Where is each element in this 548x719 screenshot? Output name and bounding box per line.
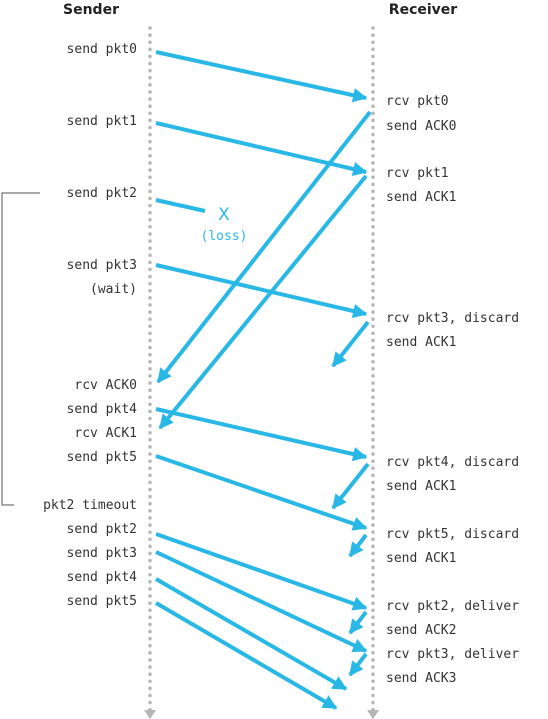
sender-label: (wait) <box>90 282 137 297</box>
sender-timeline-arrowhead <box>144 710 156 719</box>
pkt1-arrow <box>155 121 368 177</box>
receiver-label: send ACK3 <box>386 671 456 686</box>
sender-labels: send pkt0 send pkt1 send pkt2 send pkt3 … <box>43 42 137 609</box>
sender-label: send pkt4 <box>67 570 138 585</box>
receiver-label: rcv pkt0 <box>386 94 449 109</box>
sender-label: send pkt1 <box>67 114 137 129</box>
receiver-timeline-arrowhead <box>367 710 379 719</box>
pkt5-arrow <box>155 454 368 531</box>
receiver-label: send ACK1 <box>386 335 456 350</box>
sender-label: send pkt3 <box>67 546 137 561</box>
ack1-arrow <box>158 174 368 430</box>
receiver-label: send ACK2 <box>386 623 456 638</box>
receiver-header: Receiver <box>389 2 457 18</box>
dup-ack1-arrow-1 <box>331 320 370 368</box>
receiver-label: rcv pkt3, deliver <box>386 647 519 662</box>
sender-label: send pkt2 <box>67 186 137 201</box>
retx-pkt2-arrow <box>155 532 368 611</box>
ack0-arrow <box>156 110 372 384</box>
pkt3-arrow <box>155 263 368 319</box>
dup-ack1-arrow-3 <box>348 533 368 558</box>
sender-label: send pkt2 <box>67 522 137 537</box>
receiver-label: rcv pkt5, discard <box>386 527 519 542</box>
sender-label: send pkt3 <box>67 258 137 273</box>
receiver-labels: rcv pkt0 send ACK0 rcv pkt1 send ACK1 rc… <box>386 94 519 686</box>
receiver-label: send ACK1 <box>386 551 456 566</box>
loss-mark: X <box>218 205 230 225</box>
pkt0-arrow <box>155 50 368 103</box>
receiver-label: rcv pkt4, discard <box>386 455 519 470</box>
sender-label: send pkt4 <box>67 402 138 417</box>
sender-header: Sender <box>63 2 119 18</box>
timeout-bracket <box>1 192 40 506</box>
retx-pkt4-arrow <box>154 577 348 691</box>
ack3-arrow <box>348 652 368 677</box>
retx-pkt3-arrow <box>155 550 368 653</box>
receiver-label: send ACK1 <box>386 190 456 205</box>
sender-label: pkt2 timeout <box>43 498 137 513</box>
dup-ack1-arrow-2 <box>331 462 370 510</box>
sender-label: send pkt5 <box>67 450 137 465</box>
pkt2-lost-arrow <box>155 198 206 213</box>
retx-pkt5-arrow <box>154 601 338 710</box>
receiver-label: rcv pkt2, deliver <box>386 599 519 614</box>
loss-label: (loss) <box>201 229 248 244</box>
sender-label: send pkt5 <box>67 594 137 609</box>
receiver-label: rcv pkt3, discard <box>386 311 519 326</box>
receiver-label: rcv pkt1 <box>386 166 449 181</box>
receiver-label: send ACK1 <box>386 479 456 494</box>
sender-label: send pkt0 <box>67 42 137 57</box>
receiver-label: send ACK0 <box>386 119 456 134</box>
sender-label: rcv ACK0 <box>74 378 137 393</box>
ack2-arrow <box>348 610 368 635</box>
pkt4-arrow <box>155 407 368 462</box>
sender-label: rcv ACK1 <box>74 426 137 441</box>
